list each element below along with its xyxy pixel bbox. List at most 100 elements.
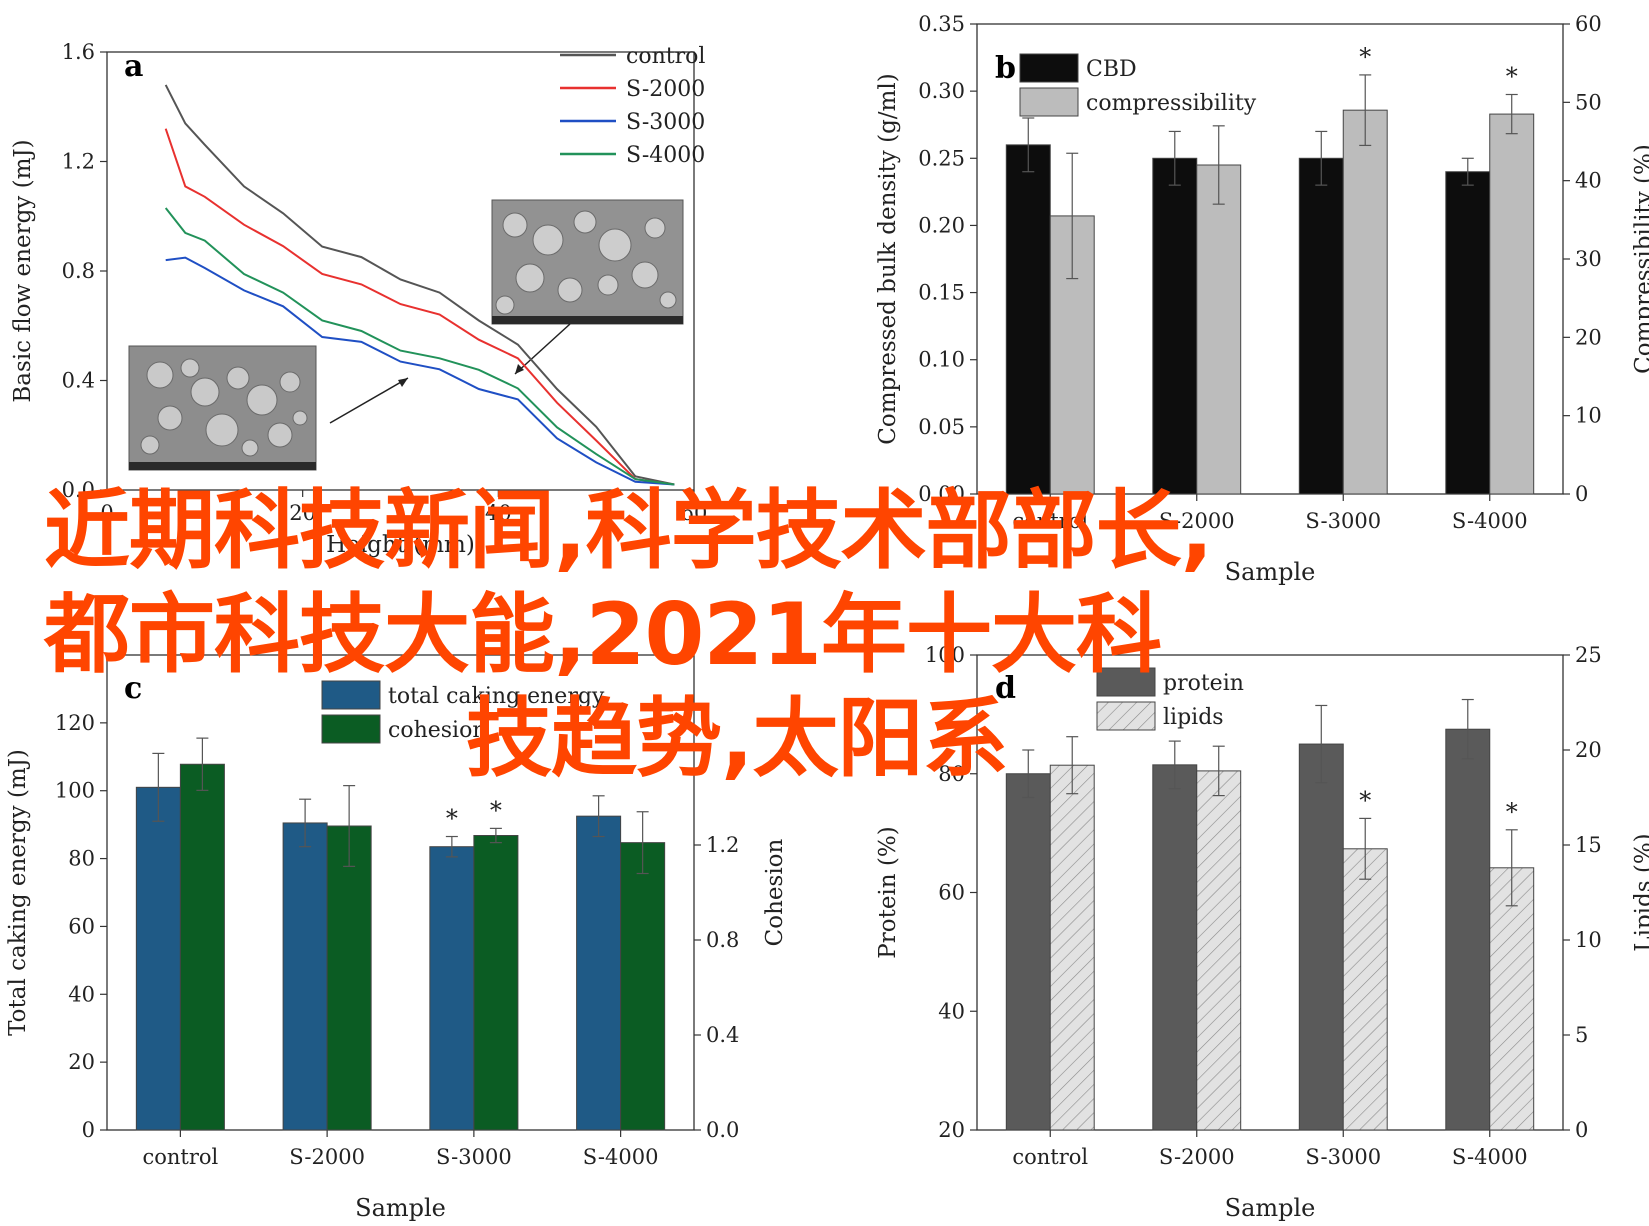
panel-d-bar	[1152, 764, 1198, 1131]
panel-d-y-right-tick-label: 25	[1575, 643, 1602, 667]
panel-b-y-tick-label: 0.00	[918, 482, 965, 506]
panel-a-y-tick-label: 0.4	[62, 369, 95, 393]
panel-c-y-right-tick-label: 0.8	[706, 928, 739, 952]
panel-d-bar	[1445, 728, 1491, 1131]
panel-d-y-right-tick-label: 20	[1575, 738, 1602, 762]
panel-b-x-tick-label: S-2000	[1159, 509, 1235, 533]
sem-inset-s2000	[491, 199, 684, 325]
panel-a-series-line	[164, 84, 675, 486]
panel-d-x-tick-label: S-2000	[1159, 1145, 1235, 1169]
panel-c-significance-mark: *	[490, 796, 502, 824]
panel-d-legend-swatch	[1096, 667, 1156, 697]
panel-a-legend-label: S-4000	[626, 143, 705, 168]
panel-d-significance-mark: *	[1359, 786, 1371, 814]
panel-a-letter: a	[124, 49, 143, 84]
panel-d-y-tick-label: 100	[925, 643, 965, 667]
panel-c-y-right-tick-label: 1.2	[706, 833, 739, 857]
panel-b-x-tick-label: S-3000	[1305, 509, 1381, 533]
panel-b-x-axis-title: Sample	[1225, 558, 1316, 586]
panel-d-y-tick-label: 20	[938, 1118, 965, 1142]
panel-b-y-right-tick-label: 40	[1575, 169, 1602, 193]
panel-b-bar	[1342, 109, 1388, 495]
panel-c-legend-swatch	[321, 680, 381, 710]
panel-c-significance-mark: *	[446, 805, 458, 833]
panel-b-y-right-axis-title: Compressibility (%)	[1631, 144, 1649, 374]
panel-b-y-right-tick-label: 50	[1575, 90, 1602, 114]
panel-b-y-tick-label: 0.30	[918, 79, 965, 103]
panel-c-bar	[576, 815, 622, 1131]
panel-a-legend-label: control	[626, 44, 705, 69]
panel-b-x-tick-label: S-4000	[1452, 509, 1528, 533]
panel-d-y-right-tick-label: 15	[1575, 833, 1602, 857]
panel-d-x-tick-label: S-3000	[1305, 1145, 1381, 1169]
panel-d-x-axis-title: Sample	[1225, 1194, 1316, 1222]
panel-b-bar	[1445, 171, 1491, 495]
panel-d-y-right-tick-label: 10	[1575, 928, 1602, 952]
panel-b-x-tick-label: control	[1012, 509, 1088, 533]
panel-b-legend-label: compressibility	[1086, 91, 1257, 116]
panel-a-y-tick-label: 0.8	[62, 259, 95, 283]
panel-b-significance-mark: *	[1359, 43, 1371, 71]
panel-d-x-tick-label: S-4000	[1452, 1145, 1528, 1169]
panel-b-y-axis-title: Compressed bulk density (g/ml)	[875, 73, 901, 444]
panel-c-y-tick-label: 120	[55, 711, 95, 735]
panel-c-x-tick-label: control	[142, 1145, 218, 1169]
panel-b-bar	[1005, 144, 1051, 495]
sem-inset-s3000	[128, 345, 317, 471]
panel-b-bar	[1152, 157, 1198, 495]
panel-b-y-tick-label: 0.05	[918, 415, 965, 439]
panel-b-letter: b	[995, 51, 1016, 86]
panel-d-letter: d	[995, 671, 1016, 706]
panel-a-x-tick-label: 20	[289, 501, 316, 525]
panel-d-x-tick-label: control	[1012, 1145, 1088, 1169]
panel-a-legend-label: S-3000	[626, 110, 705, 135]
panel-a-legend-label: S-2000	[626, 77, 705, 102]
panel-d-legend-label: lipids	[1163, 705, 1224, 730]
panel-b-y-tick-label: 0.15	[918, 281, 965, 305]
panel-d-bar	[1049, 764, 1095, 1131]
panel-c-y-axis-title: Total caking energy (mJ)	[5, 749, 31, 1036]
panel-c-y-tick-label: 20	[68, 1050, 95, 1074]
panel-c-y-right-tick-label: 0.4	[706, 1023, 739, 1047]
panel-a-y-axis-title: Basic flow energy (mJ)	[10, 139, 36, 402]
panel-b-y-right-tick-label: 20	[1575, 325, 1602, 349]
panel-a-y-tick-label: 1.6	[62, 40, 95, 64]
sem-arrow-s2000	[514, 323, 571, 375]
panel-b-legend-label: CBD	[1086, 57, 1137, 82]
panel-c-plot-frame	[106, 654, 695, 1131]
panel-a-x-tick-label: 40	[485, 501, 512, 525]
panel-c-y-tick-label: 60	[68, 914, 95, 938]
panel-b-legend-swatch	[1019, 87, 1079, 117]
panel-c-legend-swatch	[321, 714, 381, 744]
panel-b-y-right-tick-label: 60	[1575, 12, 1602, 36]
panel-b-y-tick-label: 0.35	[918, 12, 965, 36]
panel-c-x-tick-label: S-4000	[583, 1145, 659, 1169]
panel-b-y-right-tick-label: 0	[1575, 482, 1588, 506]
panel-a-x-axis-title: Height (mm)	[326, 532, 475, 558]
panel-d-y-tick-label: 80	[938, 762, 965, 786]
panel-b-bar	[1196, 164, 1242, 495]
sem-arrow-s3000	[329, 377, 409, 424]
panel-d-bar	[1489, 867, 1535, 1131]
panel-c-letter: c	[124, 671, 142, 706]
panel-d-legend-swatch	[1096, 701, 1156, 731]
panel-c-bar	[326, 825, 372, 1131]
panel-c-x-axis-title: Sample	[355, 1194, 446, 1222]
panel-b-legend-swatch	[1019, 53, 1079, 83]
panel-d-bar	[1298, 743, 1344, 1131]
panel-d-y-tick-label: 60	[938, 881, 965, 905]
panel-b-bar	[1298, 157, 1344, 495]
panel-c-bar	[429, 846, 475, 1131]
panel-d-bar	[1005, 773, 1051, 1131]
panel-c-x-tick-label: S-3000	[436, 1145, 512, 1169]
panel-a-x-tick-label: 60	[681, 501, 708, 525]
panel-c-x-tick-label: S-2000	[289, 1145, 365, 1169]
panel-a-y-tick-label: 1.2	[62, 150, 95, 174]
panel-b-significance-mark: *	[1506, 63, 1518, 91]
panel-c-bar	[620, 842, 666, 1131]
panel-b-y-tick-label: 0.20	[918, 213, 965, 237]
panel-c-bar	[473, 835, 519, 1131]
panel-d-y-tick-label: 40	[938, 999, 965, 1023]
panel-a-series-line	[164, 207, 675, 486]
panel-b-y-right-tick-label: 30	[1575, 247, 1602, 271]
